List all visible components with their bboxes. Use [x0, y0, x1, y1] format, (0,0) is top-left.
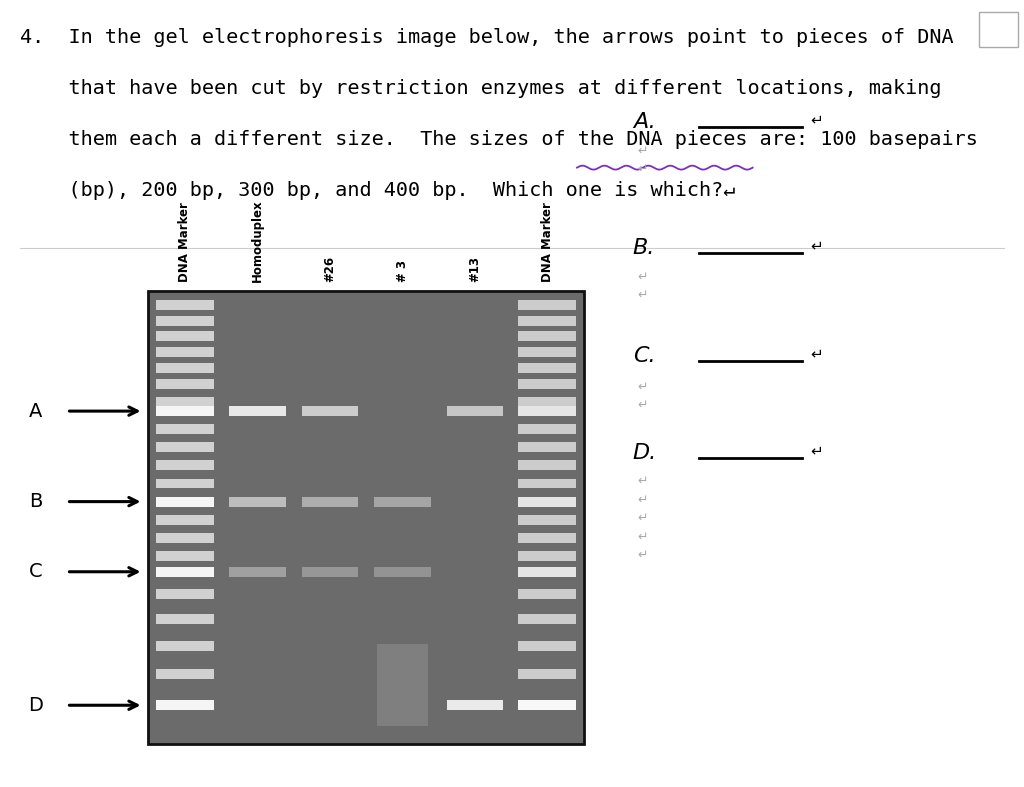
Text: DNA Marker: DNA Marker — [178, 202, 191, 282]
Bar — [156, 300, 214, 310]
Text: ↵: ↵ — [637, 271, 647, 283]
Bar — [156, 460, 214, 471]
Bar — [148, 291, 584, 744]
Bar — [156, 567, 214, 577]
Bar — [518, 424, 577, 434]
Text: B: B — [29, 492, 43, 511]
Bar — [156, 700, 214, 710]
Bar — [156, 497, 214, 507]
Text: 4.  In the gel electrophoresis image below, the arrows point to pieces of DNA: 4. In the gel electrophoresis image belo… — [20, 28, 954, 46]
Bar — [156, 515, 214, 525]
Bar — [156, 363, 214, 373]
Bar — [518, 442, 577, 453]
Text: D.: D. — [633, 442, 657, 463]
Bar — [156, 551, 214, 561]
Bar — [518, 331, 577, 342]
Bar — [156, 497, 214, 507]
Bar — [446, 700, 503, 710]
Bar — [377, 644, 428, 726]
Bar — [518, 615, 577, 624]
Bar — [979, 12, 1018, 47]
Bar — [229, 567, 286, 577]
Bar — [518, 515, 577, 525]
Text: (bp), 200 bp, 300 bp, and 400 bp.  Which one is which?↵: (bp), 200 bp, 300 bp, and 400 bp. Which … — [20, 181, 736, 200]
Bar — [518, 589, 577, 600]
Bar — [518, 460, 577, 471]
Text: B.: B. — [633, 238, 655, 258]
Text: ↵: ↵ — [637, 163, 647, 176]
Text: ↵: ↵ — [637, 289, 647, 301]
Text: ↵: ↵ — [810, 346, 822, 362]
Text: that have been cut by restriction enzymes at different locations, making: that have been cut by restriction enzyme… — [20, 79, 942, 98]
Bar — [156, 641, 214, 652]
Bar — [156, 406, 214, 416]
Bar — [156, 669, 214, 678]
Bar — [156, 533, 214, 543]
Text: DNA Marker: DNA Marker — [541, 202, 554, 282]
Bar — [156, 442, 214, 453]
Bar — [518, 406, 577, 416]
Bar — [374, 567, 431, 577]
Text: Homoduplex: Homoduplex — [251, 199, 264, 282]
Bar — [156, 397, 214, 407]
Bar — [156, 589, 214, 600]
Text: ↵: ↵ — [637, 530, 647, 543]
Bar — [518, 551, 577, 561]
Text: ↵: ↵ — [637, 381, 647, 394]
Text: ↵: ↵ — [810, 113, 822, 128]
Text: ↵: ↵ — [637, 475, 647, 488]
Text: #13: #13 — [468, 256, 481, 282]
Text: ↵: ↵ — [637, 493, 647, 506]
Bar — [518, 700, 577, 710]
Bar — [156, 316, 214, 326]
Bar — [518, 363, 577, 373]
Bar — [156, 347, 214, 357]
Bar — [156, 478, 214, 489]
Text: C.: C. — [633, 345, 655, 366]
Bar — [301, 567, 358, 577]
Text: ↵: ↵ — [810, 443, 822, 459]
Bar — [301, 497, 358, 507]
Bar — [518, 533, 577, 543]
Bar — [229, 497, 286, 507]
Text: D: D — [29, 696, 43, 715]
Text: ↵: ↵ — [637, 549, 647, 561]
Bar — [518, 700, 577, 710]
Text: A: A — [29, 401, 43, 420]
Bar — [518, 316, 577, 326]
Text: # 3: # 3 — [396, 260, 409, 282]
Bar — [518, 300, 577, 310]
Bar — [229, 406, 286, 416]
Bar — [156, 406, 214, 416]
Bar — [156, 567, 214, 577]
Text: A.: A. — [633, 112, 655, 132]
Text: them each a different size.  The sizes of the DNA pieces are: 100 basepairs: them each a different size. The sizes of… — [20, 130, 978, 149]
Text: ↵: ↵ — [637, 399, 647, 412]
Bar — [156, 379, 214, 389]
Bar — [518, 478, 577, 489]
Bar — [518, 347, 577, 357]
Bar — [156, 615, 214, 624]
Text: ↵: ↵ — [637, 512, 647, 524]
Bar — [446, 406, 503, 416]
Text: ↵: ↵ — [810, 238, 822, 254]
Bar — [518, 669, 577, 678]
Bar — [518, 641, 577, 652]
Bar — [301, 406, 358, 416]
Text: ↵: ↵ — [637, 145, 647, 157]
Bar — [156, 700, 214, 710]
Bar — [374, 497, 431, 507]
Bar — [518, 397, 577, 407]
Bar — [518, 379, 577, 389]
Bar — [156, 424, 214, 434]
Bar — [518, 497, 577, 507]
Text: C: C — [29, 562, 43, 582]
Bar — [518, 567, 577, 577]
Bar — [156, 331, 214, 342]
Text: #26: #26 — [324, 256, 336, 282]
